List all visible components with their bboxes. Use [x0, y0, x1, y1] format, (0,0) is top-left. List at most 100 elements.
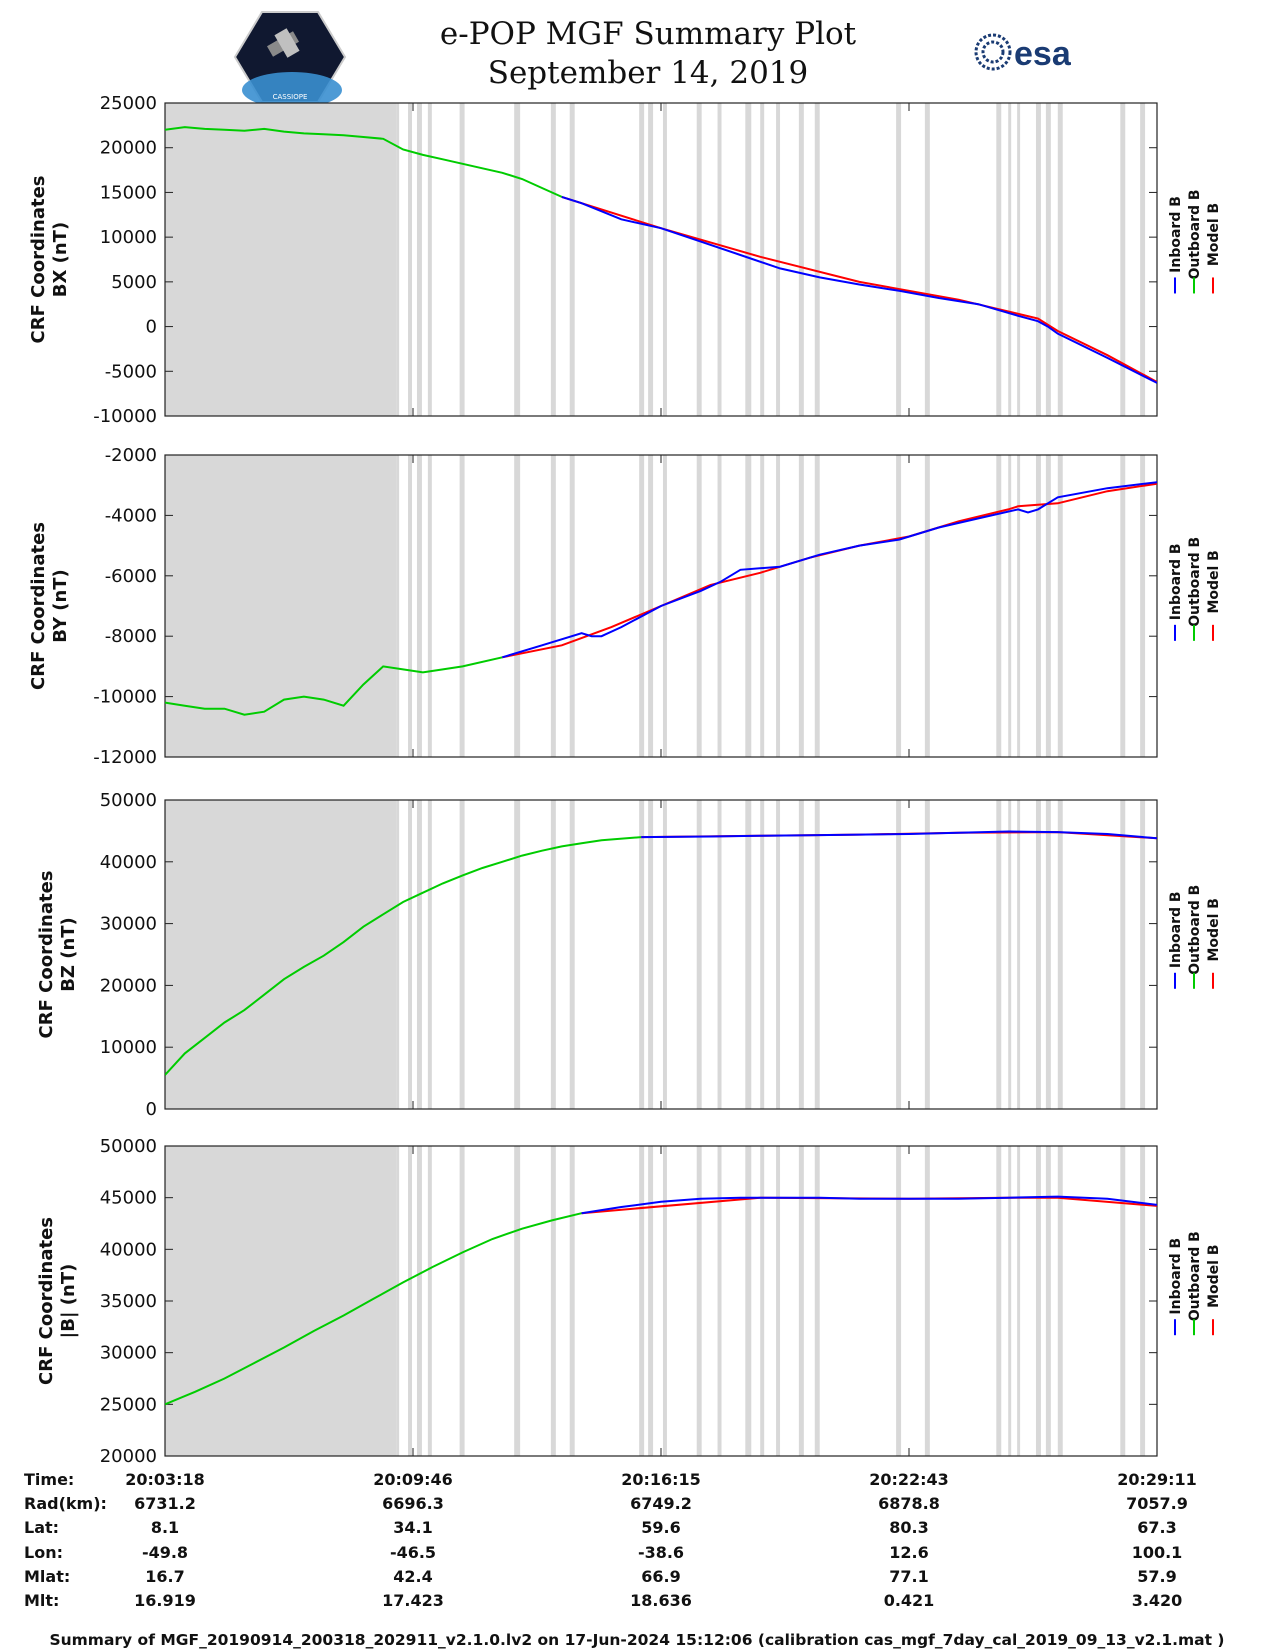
y-axis-label: CRF Coordinates [36, 871, 57, 1039]
y-tick-label: 20000 [100, 1446, 157, 1467]
legend-label: Inboard B [1168, 891, 1184, 968]
data-gap-band [1035, 800, 1041, 1109]
data-gap-band [896, 800, 902, 1109]
orbit-value: 57.9 [1137, 1567, 1176, 1586]
data-gap-band [1057, 800, 1063, 1109]
legend-label: Outboard B [1187, 1231, 1203, 1321]
data-gap-band [996, 455, 1002, 757]
orbit-value: 18.636 [630, 1591, 692, 1610]
orbit-value: -38.6 [638, 1543, 684, 1562]
data-gap-band [924, 800, 930, 1109]
orbit-value: -49.8 [142, 1543, 188, 1562]
data-gap-band [514, 455, 521, 757]
data-gap-band [569, 455, 575, 757]
data-gap-band [996, 1146, 1002, 1456]
data-gap-band [648, 1146, 654, 1456]
y-tick-label: -12000 [93, 747, 157, 768]
data-gap-band [696, 455, 702, 757]
data-gap-band [1045, 455, 1051, 757]
time-tick-label: 20:09:46 [373, 1470, 453, 1489]
data-gap-band [760, 455, 765, 757]
y-tick-label: 0 [146, 1099, 157, 1120]
data-gap-band [569, 800, 575, 1109]
footer-caption: Summary of MGF_20190914_200318_202911_v2… [49, 1631, 1224, 1649]
data-gap-band [396, 455, 400, 757]
data-gap-band [550, 103, 556, 416]
data-gap-band [717, 1146, 722, 1456]
data-gap-band [798, 455, 804, 757]
legend-label: Inboard B [1168, 196, 1184, 273]
y-axis-label: BY (nT) [50, 569, 71, 643]
data-gap-band [550, 800, 556, 1109]
data-gap-band [1045, 1146, 1051, 1456]
data-gap-band [1035, 1146, 1041, 1456]
series-line-outboard-b [165, 656, 503, 716]
data-gap-band [165, 800, 397, 1109]
y-axis-label: CRF Coordinates [36, 1217, 57, 1385]
data-gap-band [165, 1146, 397, 1456]
orbit-value: 100.1 [1132, 1543, 1183, 1562]
y-tick-label: 15000 [100, 182, 157, 203]
orbit-value: 16.919 [134, 1591, 196, 1610]
y-tick-label: 30000 [100, 914, 157, 935]
row-label-rad: Rad(km): [24, 1494, 107, 1513]
data-gap-band [1057, 103, 1063, 416]
data-gap-band [776, 800, 781, 1109]
orbit-table: Time: Rad(km): Lat: Lon: Mlat: Mlt: 20:0… [24, 1470, 1197, 1610]
y-tick-label: 35000 [100, 1291, 157, 1312]
legend: Inboard B Outboard B Model B [1168, 189, 1222, 294]
data-gap-band [798, 800, 804, 1109]
y-tick-label: 50000 [100, 790, 157, 811]
data-gap-band [1035, 103, 1041, 416]
data-gap-band [550, 455, 556, 757]
legend-label: Outboard B [1187, 885, 1203, 975]
series-line-model-b [581, 1196, 1157, 1215]
data-gap-band [514, 800, 521, 1109]
time-tick-label: 20:22:43 [869, 1470, 949, 1489]
data-gap-band [717, 103, 722, 416]
y-axis-label: CRF Coordinates [28, 176, 49, 344]
data-gap-band [662, 455, 667, 757]
data-gap-band [1120, 800, 1126, 1109]
orbit-value: 8.1 [151, 1518, 179, 1537]
esa-logo: esa [974, 33, 1072, 73]
data-gap-band [569, 1146, 575, 1456]
series-line-outboard-b [165, 126, 563, 198]
y-axis-label: |B| (nT) [58, 1264, 79, 1339]
legend-label: Outboard B [1187, 537, 1203, 627]
data-gap-band [996, 103, 1002, 416]
data-gap-band [1057, 455, 1063, 757]
orbit-value: 6749.2 [630, 1494, 692, 1513]
data-gap-band [427, 103, 432, 416]
data-gap-band [459, 103, 465, 416]
data-gap-band [396, 103, 400, 416]
y-tick-label: 30000 [100, 1343, 157, 1364]
data-gap-band [924, 1146, 930, 1456]
data-gap-band [745, 103, 752, 416]
data-gap-band [1017, 103, 1021, 416]
series-line-model-b [561, 195, 1157, 383]
data-gap-band [408, 455, 413, 757]
row-label-mlt: Mlt: [24, 1591, 59, 1610]
data-gap-band [776, 455, 781, 757]
y-tick-label: 50000 [100, 1136, 157, 1157]
data-gap-band [396, 800, 400, 1109]
header: CASSIOPE e-POP MGF Summary Plot Septembe… [233, 11, 1072, 108]
time-tick-label: 20:03:18 [125, 1470, 205, 1489]
data-gap-band [760, 800, 765, 1109]
cassiope-logo: CASSIOPE [233, 11, 347, 108]
legend: Inboard B Outboard B Model B [1168, 1231, 1222, 1336]
data-gap-band [416, 800, 422, 1109]
data-gap-band [1140, 1146, 1146, 1456]
data-gap-band [776, 1146, 781, 1456]
y-tick-label: -5000 [105, 361, 157, 382]
data-gap-band [896, 1146, 902, 1456]
orbit-value: 16.7 [145, 1567, 184, 1586]
data-gap-band [1008, 103, 1012, 416]
data-gap-band [798, 103, 804, 416]
time-tick-label: 20:29:11 [1117, 1470, 1197, 1489]
data-gap-band [896, 103, 902, 416]
y-tick-label: 10000 [100, 227, 157, 248]
logo-text: CASSIOPE [273, 93, 308, 101]
